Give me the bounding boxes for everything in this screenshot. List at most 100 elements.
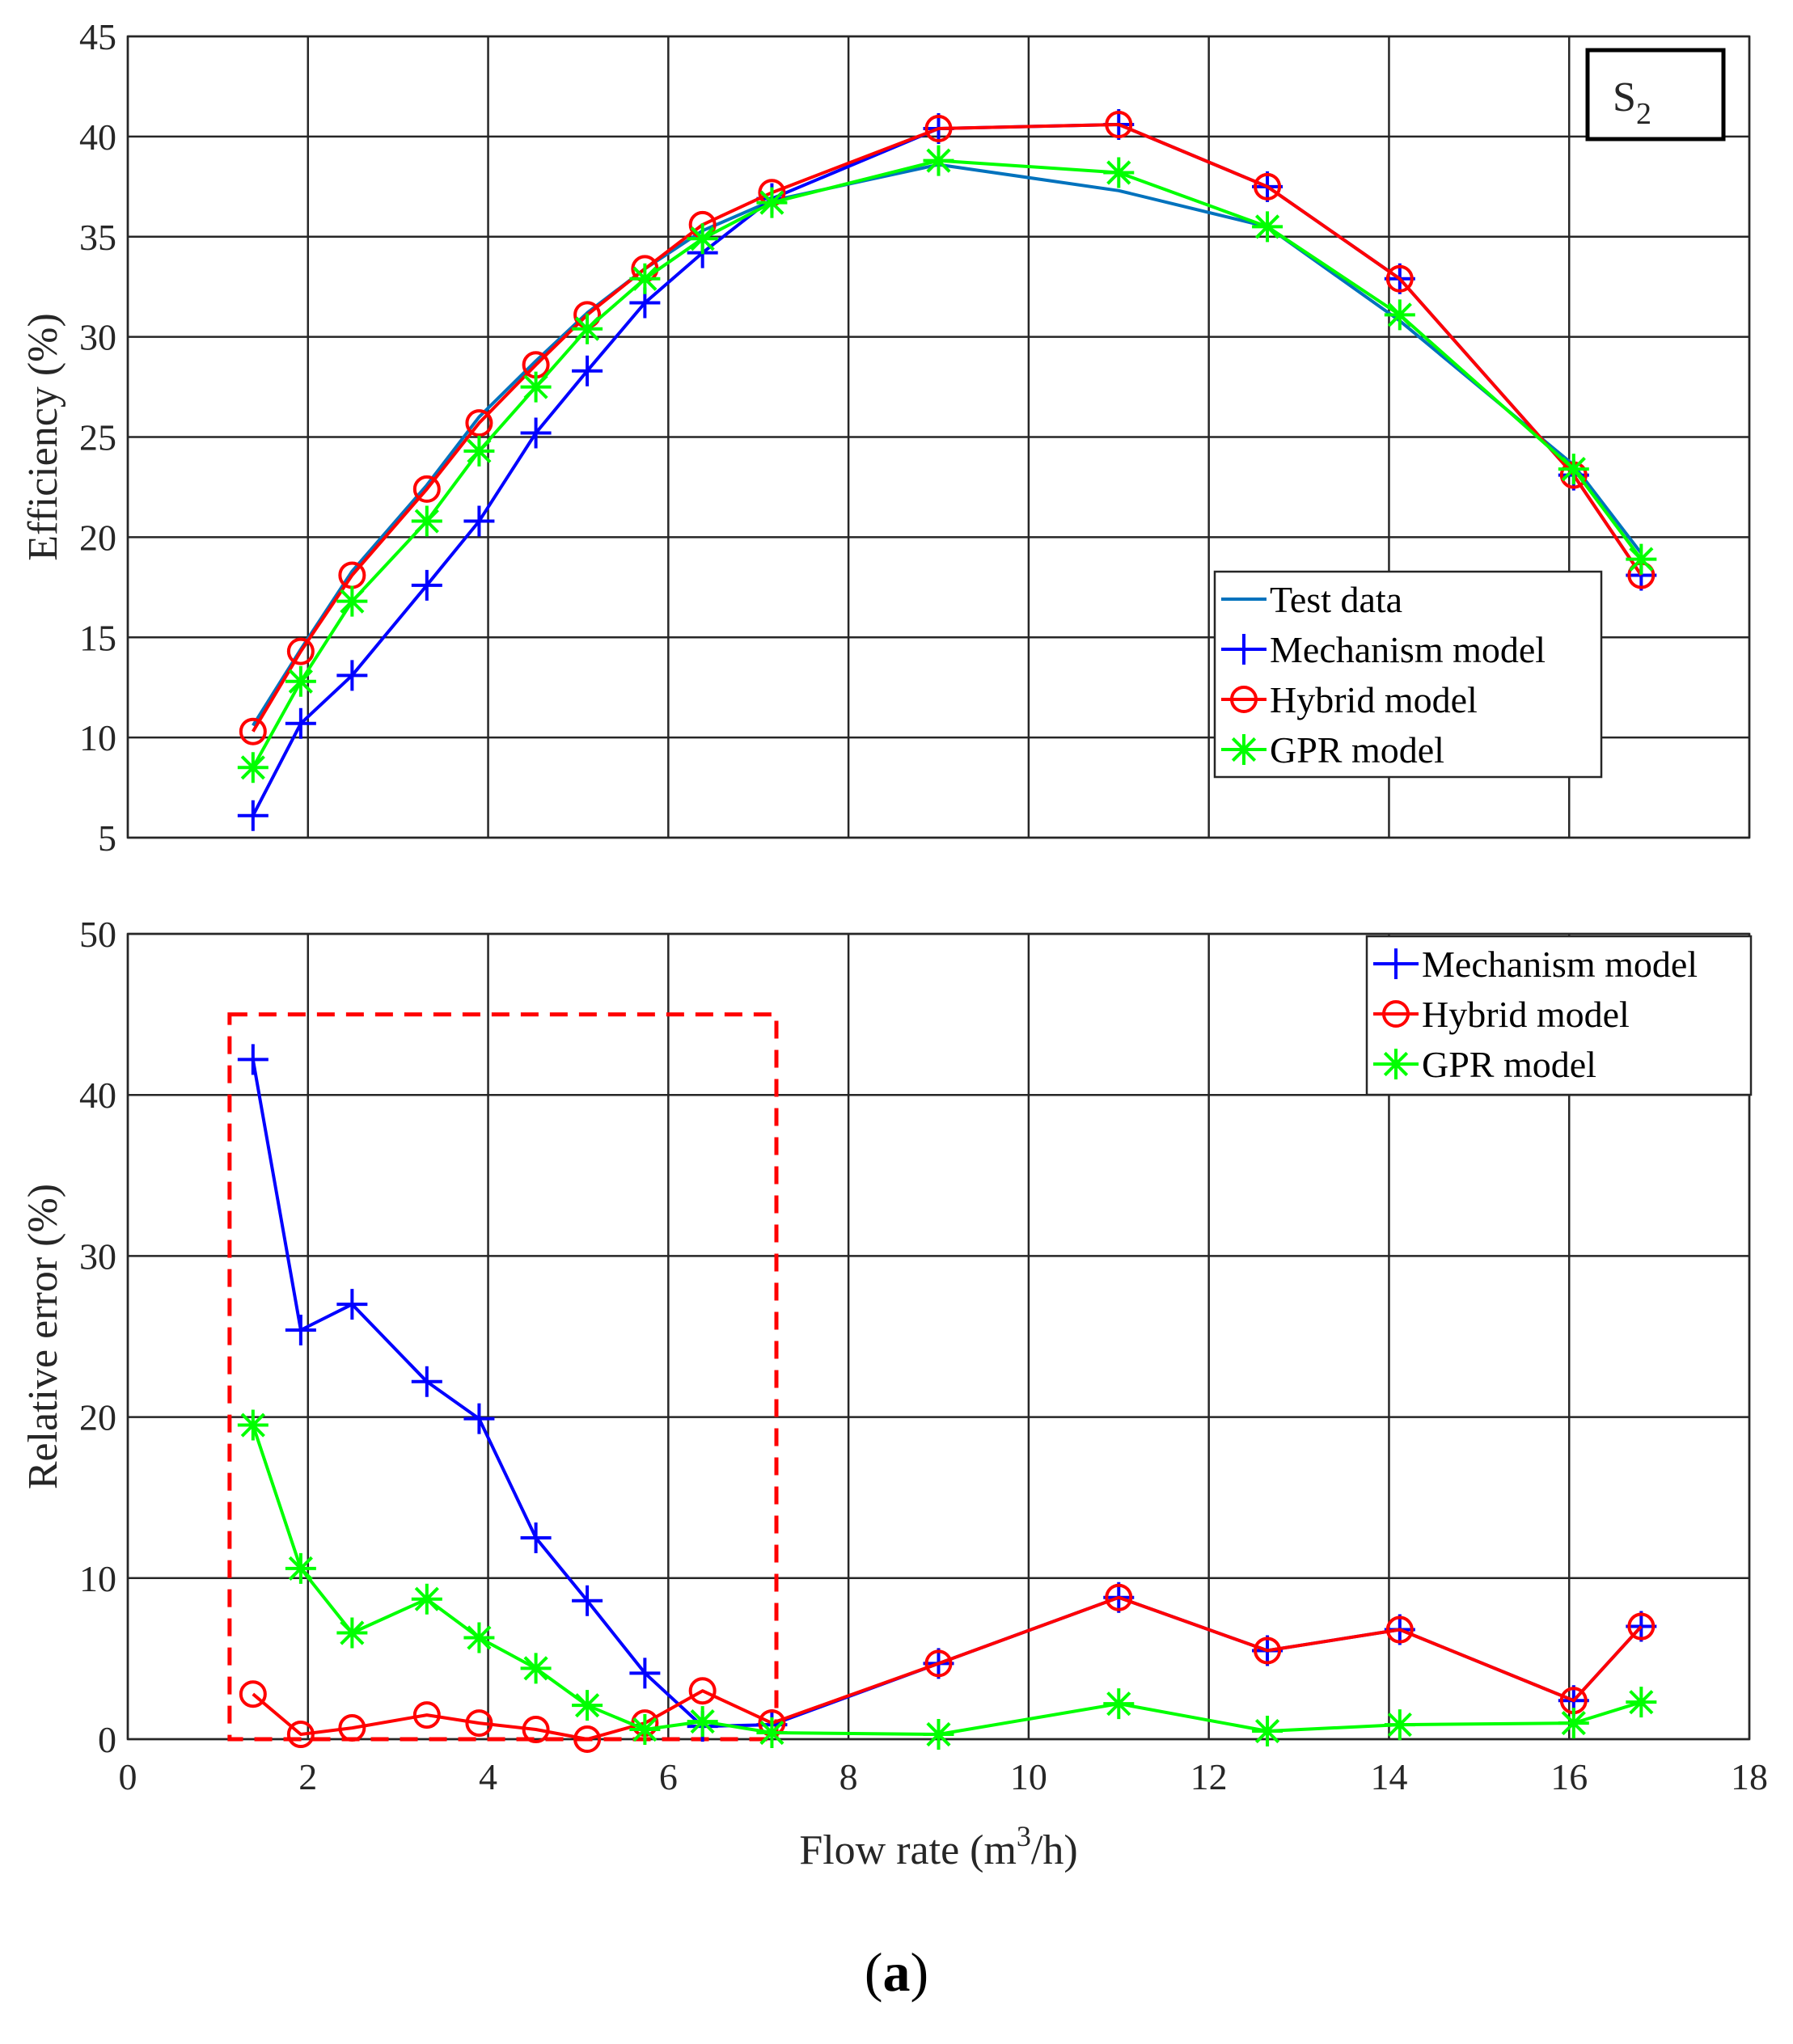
data-point-gpr-model xyxy=(1252,211,1283,243)
chart-panel-1: 5 10 15 20 25 30 35 40 45 Efficiency (%) Test data… xyxy=(20,16,1751,859)
data-point-gpr-model xyxy=(411,505,442,537)
annotation-text: S2 xyxy=(1613,74,1651,131)
data-point-gpr-model xyxy=(687,1706,718,1738)
x-tick-label: 12 xyxy=(1190,1756,1228,1797)
data-point-gpr-model xyxy=(1103,157,1135,188)
y-tick-label: 45 xyxy=(79,16,116,57)
y-tick-label: 40 xyxy=(79,116,116,158)
data-point-gpr-model xyxy=(1626,543,1657,575)
data-point-hybrid-model xyxy=(1105,1583,1133,1611)
data-point-mechanism-model xyxy=(237,1044,269,1075)
x-tick-label: 2 xyxy=(298,1756,317,1797)
data-point-hybrid-model xyxy=(239,1680,267,1708)
data-point-gpr-model xyxy=(411,1583,442,1615)
legend-entry-hybrid-model: Hybrid model xyxy=(1422,994,1630,1035)
data-point-gpr-model xyxy=(463,1622,495,1653)
y-tick-label: 0 xyxy=(98,1719,116,1760)
data-point-hybrid-model xyxy=(465,409,493,437)
legend-swatch-marker xyxy=(1381,1049,1411,1079)
data-point-mechanism-model xyxy=(520,417,552,449)
legend-entry-gpr-model: GPR model xyxy=(1422,1044,1596,1085)
data-point-hybrid-model xyxy=(522,1716,550,1744)
y-tick-label: 35 xyxy=(79,217,116,258)
data-point-gpr-model xyxy=(923,145,954,176)
series-gpr-model xyxy=(237,1409,1657,1750)
y-tick-label: 30 xyxy=(79,1235,116,1277)
data-point-gpr-model xyxy=(463,435,495,467)
data-point-mechanism-model xyxy=(285,707,316,739)
data-point-mechanism-model xyxy=(285,1315,316,1346)
legend-swatch-marker xyxy=(1228,734,1259,765)
caption-open: ( xyxy=(864,1941,883,2003)
data-point-hybrid-model xyxy=(1254,172,1282,201)
x-tick-label: 14 xyxy=(1370,1756,1407,1797)
data-point-hybrid-model xyxy=(465,1709,493,1738)
annotation-box xyxy=(1585,48,1726,141)
legend-box xyxy=(1213,570,1603,779)
data-point-mechanism-model xyxy=(336,1289,368,1320)
y-tick-label: 20 xyxy=(79,1397,116,1438)
annotation-s2: S2 xyxy=(1585,48,1726,141)
y-tick-label: 30 xyxy=(79,317,116,358)
legend-entry-mechanism-model: Mechanism model xyxy=(1270,629,1546,670)
data-point-hybrid-model xyxy=(239,717,267,745)
series-hybrid-model xyxy=(239,111,1656,745)
series-test-data xyxy=(252,163,1643,727)
x-tick-label: 18 xyxy=(1731,1756,1768,1797)
data-point-gpr-model xyxy=(285,665,316,697)
caption-letter: a xyxy=(882,1941,911,2003)
y-tick-label: 20 xyxy=(79,517,116,558)
data-point-gpr-model xyxy=(756,1717,788,1749)
legend-swatch-marker xyxy=(1382,1000,1410,1028)
y-tick-label: 15 xyxy=(79,617,116,658)
highlight-box xyxy=(227,1012,779,1742)
data-point-gpr-model xyxy=(520,371,552,403)
data-point-mechanism-model xyxy=(411,569,442,601)
data-point-gpr-model xyxy=(1626,1687,1657,1718)
legend-swatch-marker xyxy=(1381,948,1411,979)
data-point-gpr-model xyxy=(1384,1709,1415,1741)
caption-close: ) xyxy=(910,1941,929,2003)
y-axis-label: Relative error (%) xyxy=(20,1184,66,1489)
plot-frame xyxy=(126,35,1751,839)
data-point-hybrid-model xyxy=(924,114,953,142)
data-point-hybrid-model xyxy=(1385,264,1414,293)
data-point-gpr-model xyxy=(572,1690,603,1721)
data-point-hybrid-model xyxy=(1254,1636,1282,1665)
y-axis-label: Efficiency (%) xyxy=(20,313,66,561)
legend-entry-hybrid-model: Hybrid model xyxy=(1270,679,1478,720)
data-point-mechanism-model xyxy=(572,1585,603,1616)
legend-swatch-marker xyxy=(1230,686,1258,713)
series-hybrid-model xyxy=(239,1583,1656,1753)
legend: Mechanism model Hybrid model GPR model xyxy=(1365,935,1753,1096)
data-point-gpr-model xyxy=(520,1653,552,1684)
series-gpr-model xyxy=(237,145,1657,783)
series-mechanism-model xyxy=(237,1044,1657,1742)
data-point-gpr-model xyxy=(629,263,661,294)
x-tick-label: 16 xyxy=(1550,1756,1588,1797)
y-tick-label: 40 xyxy=(79,1075,116,1116)
data-point-mechanism-model xyxy=(336,660,368,691)
figure-caption: (a) xyxy=(0,1941,1793,2004)
annotation-base: S xyxy=(1613,74,1636,120)
y-tick-label: 10 xyxy=(79,717,116,758)
data-point-hybrid-model xyxy=(338,1714,366,1742)
data-point-gpr-model xyxy=(1384,299,1415,331)
data-point-mechanism-model xyxy=(520,1522,552,1553)
data-point-hybrid-model xyxy=(924,1649,953,1678)
legend: Test data Mechanism model Hybrid model GPR … xyxy=(1213,570,1603,779)
x-axis-label-superscript: 3 xyxy=(1017,1820,1031,1852)
data-point-gpr-model xyxy=(572,313,603,344)
data-point-gpr-model xyxy=(336,1617,368,1649)
series-line-hybrid-model xyxy=(252,123,1643,733)
legend-box xyxy=(1365,935,1753,1096)
data-point-mechanism-model xyxy=(237,800,269,831)
data-point-gpr-model xyxy=(687,223,718,255)
data-point-mechanism-model xyxy=(572,355,603,386)
data-point-hybrid-model xyxy=(573,1725,602,1753)
legend-entry-test-data: Test data xyxy=(1270,579,1402,620)
x-tick-label: 10 xyxy=(1010,1756,1047,1797)
data-point-hybrid-model xyxy=(1627,1612,1656,1641)
chart-panel-2: 0 10 20 30 40 50 0 2 4 6 8 10 12 14 16 18 Relative error… xyxy=(20,914,1768,1873)
